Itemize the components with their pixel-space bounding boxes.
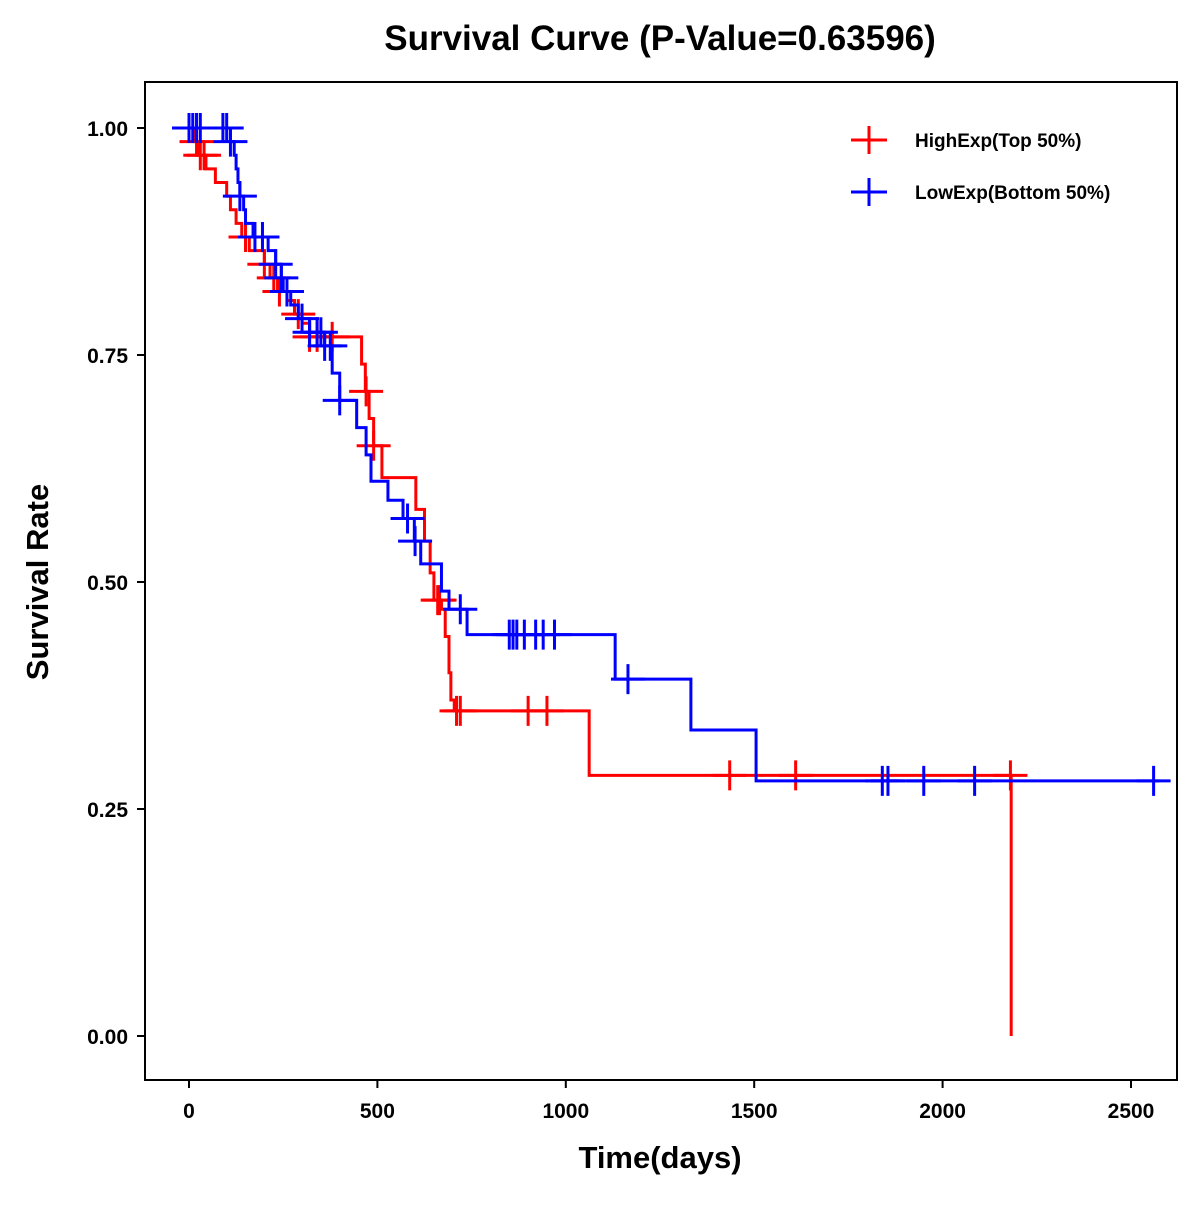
censor-mark [303,317,338,348]
legend-swatch [851,126,887,154]
series-1 [172,113,1171,796]
censor-mark [443,594,478,625]
censor-mark [957,765,992,796]
censor-mark [390,503,425,534]
censor-mark [313,330,348,361]
x-tick-label: 1500 [731,1100,778,1123]
y-tick-label: 0.75 [87,345,128,368]
y-axis-label: Survival Rate [20,484,55,680]
censor-mark [422,585,457,616]
y-tick-label: 0.50 [87,572,128,595]
y-tick-label: 1.00 [87,118,128,141]
legend-swatch [851,178,887,206]
series-0 [179,126,1028,1036]
censor-mark [443,695,478,726]
censor-mark [285,303,320,334]
survival-curve [189,126,1160,783]
censor-mark [398,526,433,557]
censor-mark [187,140,222,171]
chart-title: Survival Curve (P-Value=0.63596) [384,19,936,58]
censor-mark [222,181,257,212]
censor-mark [529,695,564,726]
censor-mark [245,221,280,252]
x-axis-label: Time(days) [578,1140,741,1175]
x-tick-label: 0 [183,1100,195,1123]
censor-mark [213,126,248,157]
x-tick-label: 500 [360,1100,395,1123]
censor-mark [209,113,244,143]
censor-mark [322,385,357,416]
censor-mark [356,430,391,461]
censor-mark [610,664,645,695]
censor-mark [870,765,905,796]
y-tick-label: 0.00 [87,1026,128,1049]
legend-label: HighExp(Top 50%) [915,131,1081,152]
censor-mark [993,760,1028,791]
censor-mark [712,760,747,791]
censor-mark [258,249,293,280]
censor-mark [778,760,813,791]
x-tick-label: 1000 [542,1100,589,1123]
y-tick-label: 0.25 [87,799,128,822]
censor-mark [906,765,941,796]
censor-mark [264,262,299,293]
legend-label: LowExp(Bottom 50%) [915,183,1110,204]
censor-mark [1136,765,1171,796]
censor-mark [349,376,384,407]
x-tick-label: 2500 [1108,1100,1155,1123]
x-tick-label: 2000 [919,1100,966,1123]
censor-mark [269,276,304,307]
censor-mark [537,619,572,650]
plot-frame [144,81,1178,1081]
survival-curve [189,126,1013,1036]
